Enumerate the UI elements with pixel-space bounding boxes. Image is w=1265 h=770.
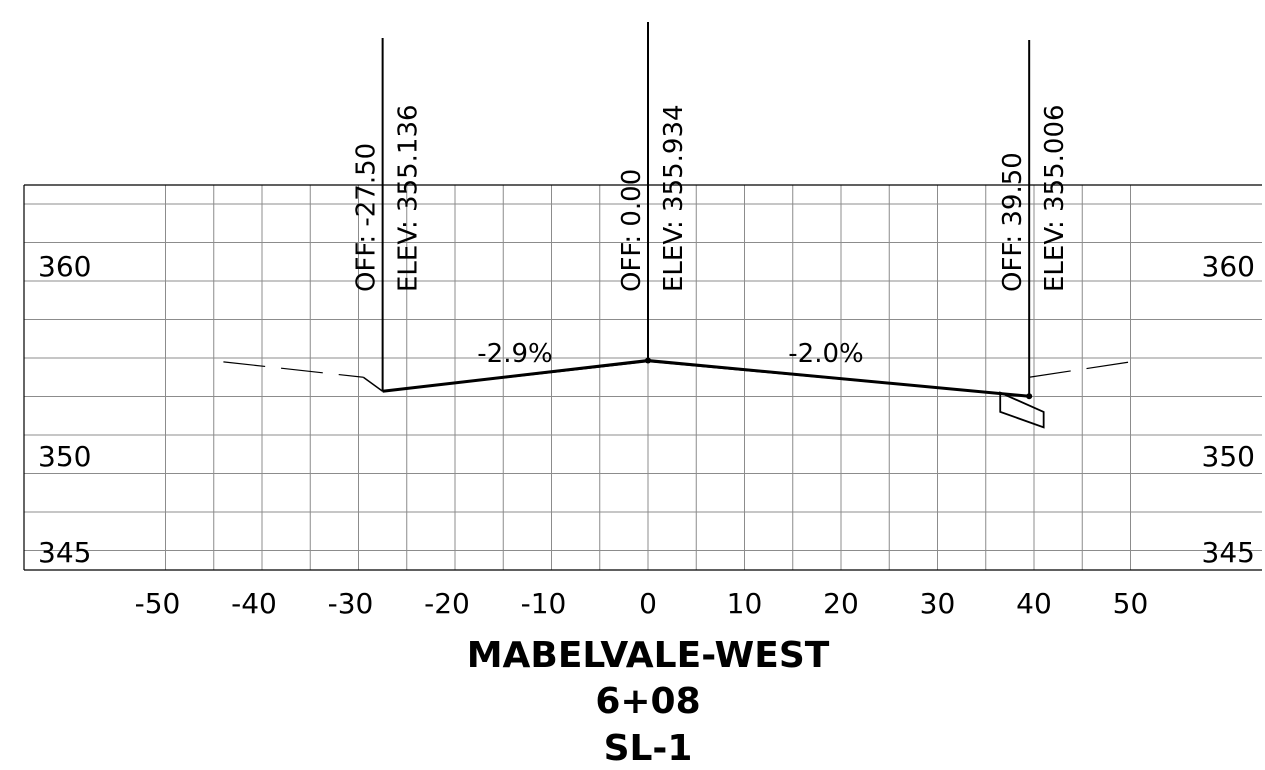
y-tick-left-350: 350 xyxy=(38,440,91,473)
x-axis-labels: -50 -40 -30 -20 -10 0 10 20 30 40 50 xyxy=(135,587,1149,620)
station-title: 6+08 xyxy=(595,681,700,722)
point-1-elevation-label: ELEV: 355.136 xyxy=(394,104,424,292)
y-tick-left-360: 360 xyxy=(38,250,91,283)
point-2-offset-label: OFF: 0.00 xyxy=(617,169,647,292)
left-foreslope xyxy=(362,376,384,392)
x-tick-label: -30 xyxy=(328,587,374,620)
grid-frame xyxy=(23,184,1262,571)
elevation-grid xyxy=(24,185,1262,570)
existing-ground-dashed xyxy=(223,361,1131,378)
x-tick-label: -40 xyxy=(231,587,277,620)
x-tick-label: -50 xyxy=(135,587,181,620)
x-tick-label: 20 xyxy=(823,587,859,620)
road-name-title: MABELVALE-WEST xyxy=(467,635,830,676)
x-tick-label: 0 xyxy=(639,587,657,620)
y-tick-right-360: 360 xyxy=(1202,250,1255,283)
x-tick-label: 50 xyxy=(1113,587,1149,620)
proposed-road-profile xyxy=(362,357,1045,429)
existing-ground-left xyxy=(223,361,364,378)
point-1-offset-label: OFF: -27.50 xyxy=(352,143,382,292)
point-leader-lines xyxy=(381,22,1031,397)
curb-gutter-section xyxy=(999,391,1045,429)
x-tick-label: -10 xyxy=(521,587,567,620)
x-tick-label: 30 xyxy=(920,587,956,620)
existing-ground-right xyxy=(1029,361,1131,378)
x-tick-label: -20 xyxy=(424,587,470,620)
x-tick-label: 40 xyxy=(1016,587,1052,620)
grade-label-right: -2.0% xyxy=(788,339,863,369)
grade-label-left: -2.9% xyxy=(477,339,552,369)
point-3-offset-label: OFF: 39.50 xyxy=(998,152,1028,292)
point-3-elevation-label: ELEV: 355.006 xyxy=(1040,104,1070,292)
point-labels: OFF: -27.50 ELEV: 355.136 OFF: 0.00 ELEV… xyxy=(352,104,1071,292)
sheet-title: SL-1 xyxy=(604,728,693,769)
point-2-elevation-label: ELEV: 355.934 xyxy=(659,104,689,292)
x-tick-label: 10 xyxy=(727,587,763,620)
y-tick-right-345: 345 xyxy=(1202,536,1255,569)
y-tick-left-345: 345 xyxy=(38,536,91,569)
y-tick-right-350: 350 xyxy=(1202,440,1255,473)
